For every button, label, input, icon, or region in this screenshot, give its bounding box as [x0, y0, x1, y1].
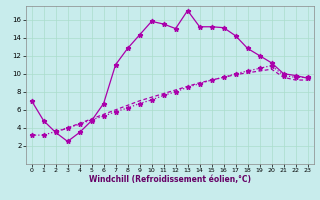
X-axis label: Windchill (Refroidissement éolien,°C): Windchill (Refroidissement éolien,°C) [89, 175, 251, 184]
